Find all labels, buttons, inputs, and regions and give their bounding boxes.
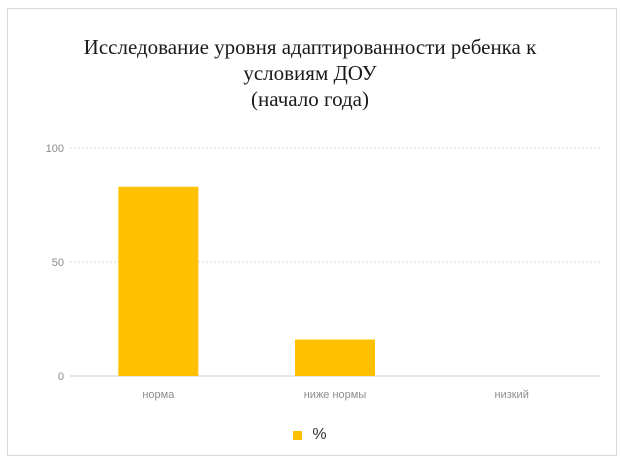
- bar-0: [118, 186, 199, 376]
- legend-swatch: [293, 430, 303, 440]
- legend-label: %: [312, 426, 327, 443]
- bar-1: [295, 339, 375, 376]
- chart-title: Исследование уровня адаптированности реб…: [83, 35, 537, 111]
- chart-frame: [7, 8, 617, 456]
- x-tick-label-0: норма: [142, 389, 175, 401]
- y-tick-label-1: 50: [52, 257, 64, 269]
- y-tick-label-0: 0: [58, 371, 64, 383]
- chart-legend: %: [0, 426, 620, 444]
- x-tick-label-2: низкий: [494, 389, 528, 401]
- y-tick-label-2: 100: [46, 143, 64, 155]
- x-tick-label-1: ниже нормы: [304, 389, 367, 401]
